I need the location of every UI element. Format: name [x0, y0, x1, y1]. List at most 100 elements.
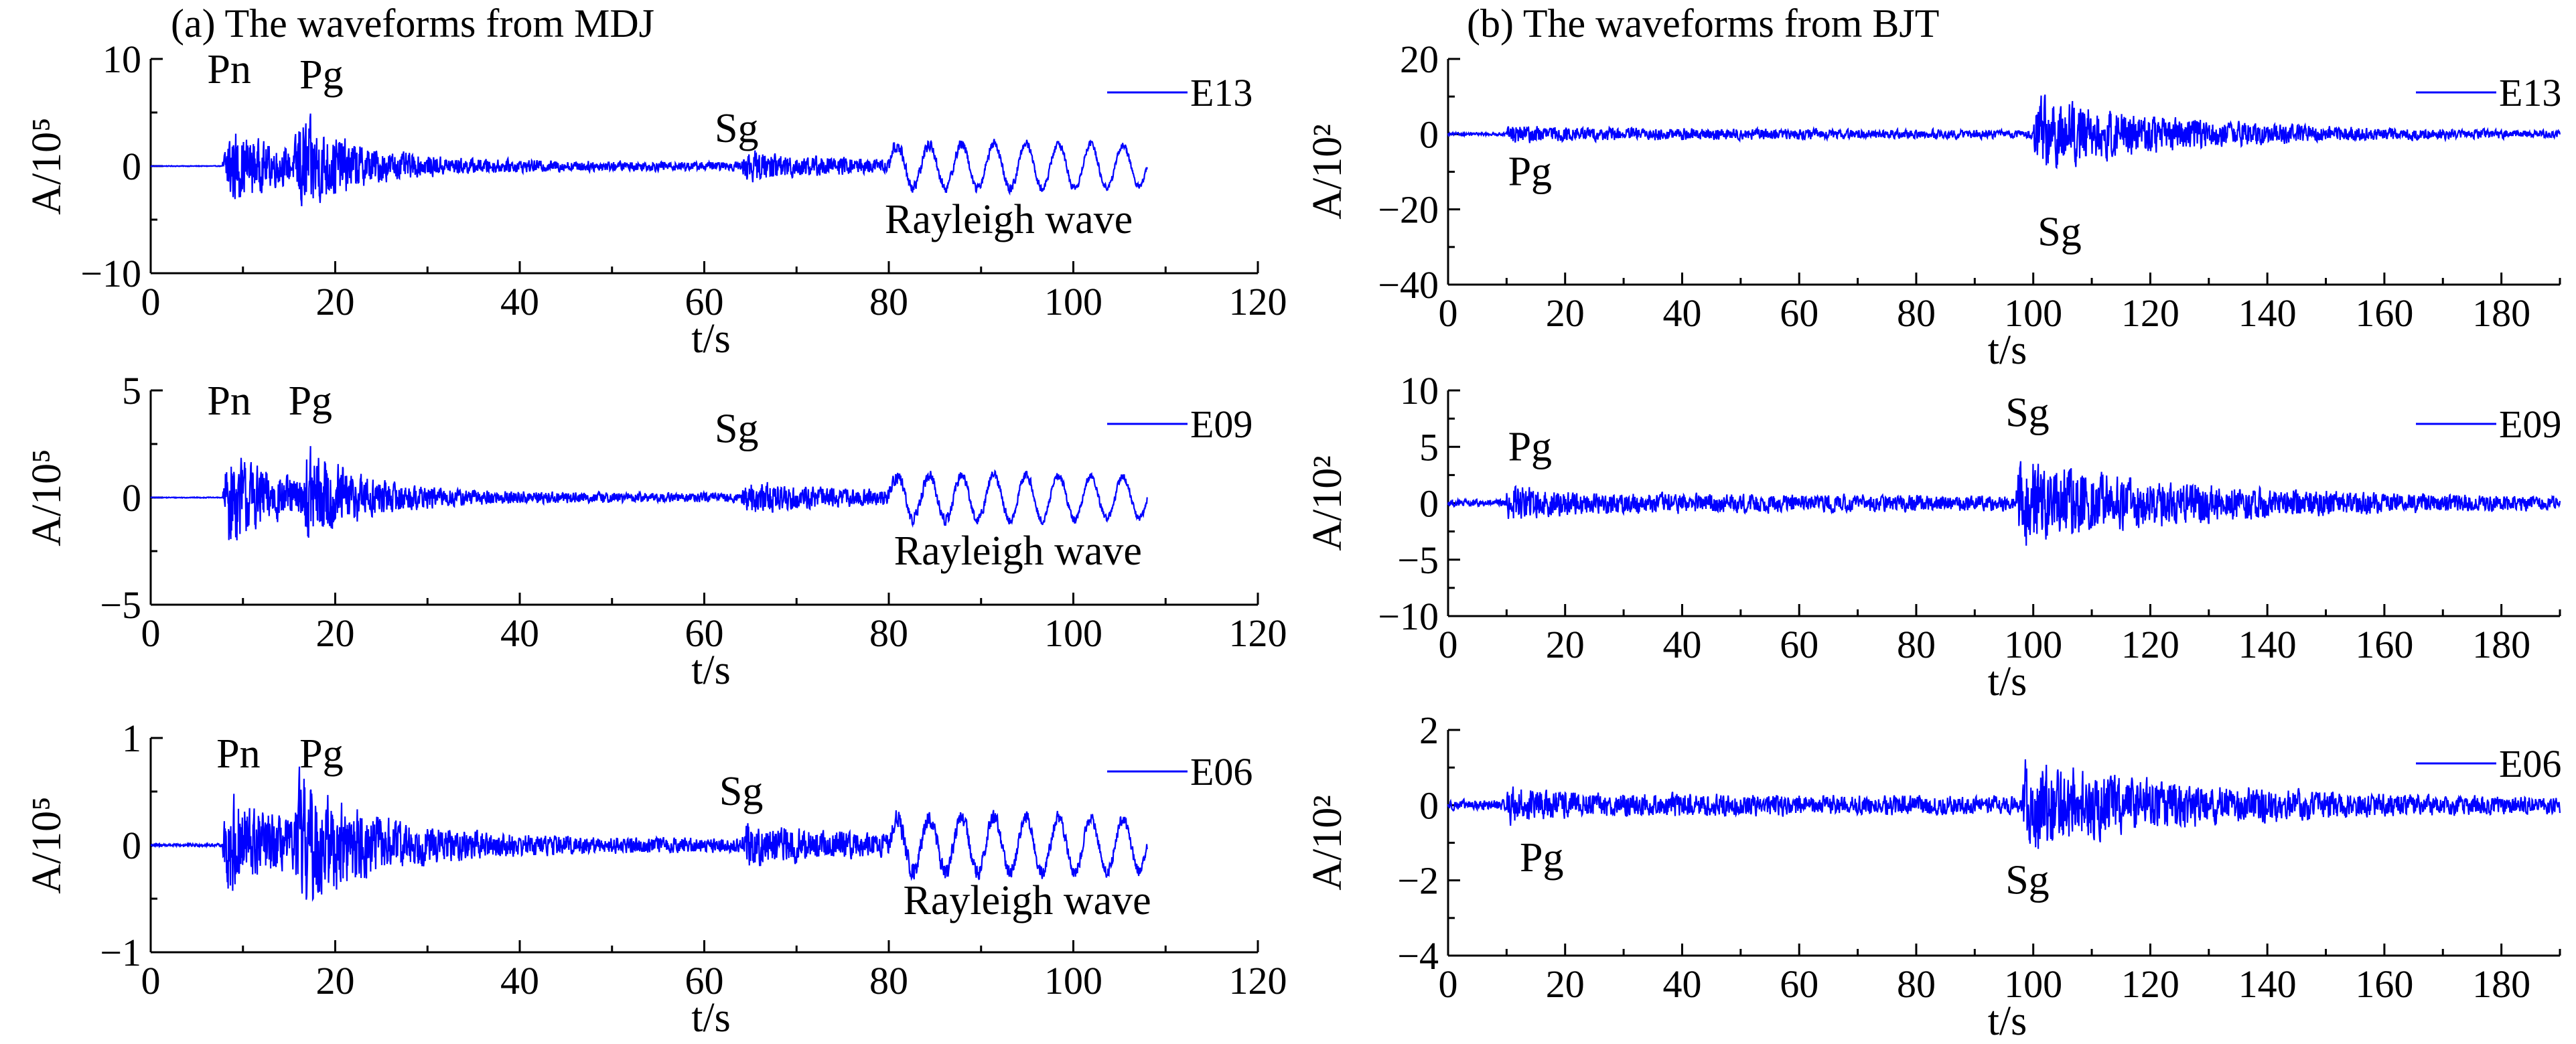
y-axis-label: A/10⁵: [24, 117, 70, 215]
y-axis-label: A/10⁵: [24, 449, 70, 546]
x-tick-label: 60: [685, 959, 724, 1002]
x-tick-label: 60: [1780, 962, 1818, 1006]
phase-annotation: Pn: [207, 47, 251, 92]
legend-label: E06: [2499, 742, 2561, 786]
legend-label: E06: [1190, 750, 1253, 794]
phase-annotation: Rayleigh wave: [904, 878, 1151, 923]
x-tick-label: 20: [1546, 623, 1585, 666]
y-axis-label: A/10⁵: [24, 796, 70, 894]
legend-label: E09: [1190, 402, 1253, 446]
x-tick-label: 40: [500, 611, 539, 655]
waveform-series: [1447, 461, 2561, 546]
x-tick-label: 100: [1044, 280, 1102, 323]
panel-bjt-e06: 0 20 40 60 80 100 120 140 160 180 −4 −2 0 2 t/s A/10² E0…: [1305, 709, 2561, 1044]
phase-annotation: Sg: [2005, 858, 2049, 903]
waveform-series: [1447, 759, 2561, 849]
x-tick-label: 80: [869, 280, 908, 323]
y-tick-label: 2: [1419, 709, 1439, 752]
y-tick-label: 1: [122, 717, 141, 760]
phase-annotation: Sg: [719, 769, 763, 814]
title-mdj: (a) The waveforms from MDJ: [171, 1, 654, 46]
x-tick-label: 20: [316, 959, 355, 1002]
y-tick-label: 0: [122, 476, 141, 520]
x-tick-label: 20: [316, 280, 355, 323]
x-tick-label: 20: [1546, 291, 1585, 335]
y-tick-label: 0: [1419, 784, 1439, 827]
y-tick-label: −5: [1397, 538, 1439, 582]
x-tick-label: 120: [1229, 280, 1287, 323]
x-tick-label: 80: [869, 611, 908, 655]
x-tick-label: 20: [1546, 962, 1585, 1006]
y-tick-label: 0: [1419, 482, 1439, 526]
y-axis-label: A/10²: [1305, 455, 1350, 551]
x-tick-label: 40: [1662, 962, 1701, 1006]
x-tick-label: 40: [500, 959, 539, 1002]
x-axis-label: t/s: [1988, 659, 2027, 704]
y-tick-label: 10: [1400, 369, 1439, 413]
y-tick-label: −2: [1397, 859, 1439, 903]
y-tick-label: 20: [1400, 38, 1439, 81]
x-tick-label: 60: [685, 611, 724, 655]
waveform-series: [150, 113, 1148, 206]
waveform-series: [150, 766, 1148, 902]
x-tick-label: 80: [1897, 291, 1936, 335]
x-tick-label: 80: [1897, 962, 1936, 1006]
x-tick-label: 160: [2355, 623, 2413, 666]
x-tick-label: 0: [141, 280, 161, 323]
x-tick-label: 100: [2004, 623, 2062, 666]
waveform-series: [150, 446, 1148, 540]
x-tick-label: 0: [1439, 291, 1458, 335]
panel-bjt-e13: 0 20 40 60 80 100 120 140 160 180 −40 −20 0 20 t/s A/10…: [1305, 38, 2561, 373]
x-tick-label: 120: [2121, 962, 2179, 1006]
phase-annotation: Rayleigh wave: [885, 197, 1133, 242]
x-tick-label: 160: [2355, 291, 2413, 335]
legend-label: E13: [2499, 71, 2561, 115]
phase-annotation: Pg: [289, 378, 332, 424]
x-tick-label: 80: [1897, 623, 1936, 666]
legend-label: E13: [1190, 71, 1253, 115]
legend-label: E09: [2499, 402, 2561, 446]
y-tick-label: 0: [122, 145, 141, 188]
y-tick-label: −5: [100, 583, 141, 627]
x-tick-label: 140: [2238, 962, 2297, 1006]
x-tick-label: 120: [1229, 959, 1287, 1002]
waveform-series: [1447, 94, 2561, 169]
y-tick-label: 5: [122, 369, 141, 413]
x-tick-label: 60: [1780, 291, 1818, 335]
x-tick-label: 160: [2355, 962, 2413, 1006]
phase-annotation: Pg: [1508, 424, 1552, 469]
y-tick-label: −20: [1378, 188, 1439, 232]
x-tick-label: 100: [2004, 962, 2062, 1006]
x-tick-label: 40: [1662, 623, 1701, 666]
phase-annotation: Sg: [2037, 209, 2081, 254]
panel-bjt-e09: 0 20 40 60 80 100 120 140 160 180−10−50510t/sA/10…: [1305, 369, 2561, 704]
x-axis-label: t/s: [1988, 327, 2027, 373]
x-tick-label: 120: [1229, 611, 1287, 655]
title-bjt: (b) The waveforms from BJT: [1467, 1, 1939, 46]
phase-annotation: Pg: [299, 731, 343, 777]
x-tick-label: 180: [2472, 623, 2530, 666]
phase-annotation: Pg: [1520, 835, 1563, 881]
x-tick-label: 120: [2121, 291, 2179, 335]
y-tick-label: 0: [1419, 113, 1439, 156]
phase-annotation: Sg: [715, 406, 758, 452]
x-tick-label: 0: [141, 611, 161, 655]
x-axis-label: t/s: [1988, 998, 2027, 1044]
y-axis-label: A/10²: [1305, 124, 1350, 220]
x-tick-label: 60: [685, 280, 724, 323]
y-axis-label: A/10²: [1305, 795, 1350, 891]
x-tick-label: 20: [316, 611, 355, 655]
x-tick-label: 60: [1780, 623, 1818, 666]
x-tick-label: 0: [1439, 962, 1458, 1006]
x-axis-label: t/s: [691, 995, 731, 1041]
x-axis-label: t/s: [691, 648, 731, 693]
x-tick-label: 140: [2238, 291, 2297, 335]
phase-annotation: Pg: [1508, 149, 1552, 195]
phase-annotation: Pn: [207, 378, 251, 424]
phase-annotation: Pg: [299, 52, 343, 98]
x-tick-label: 40: [500, 280, 539, 323]
x-tick-label: 80: [869, 959, 908, 1002]
